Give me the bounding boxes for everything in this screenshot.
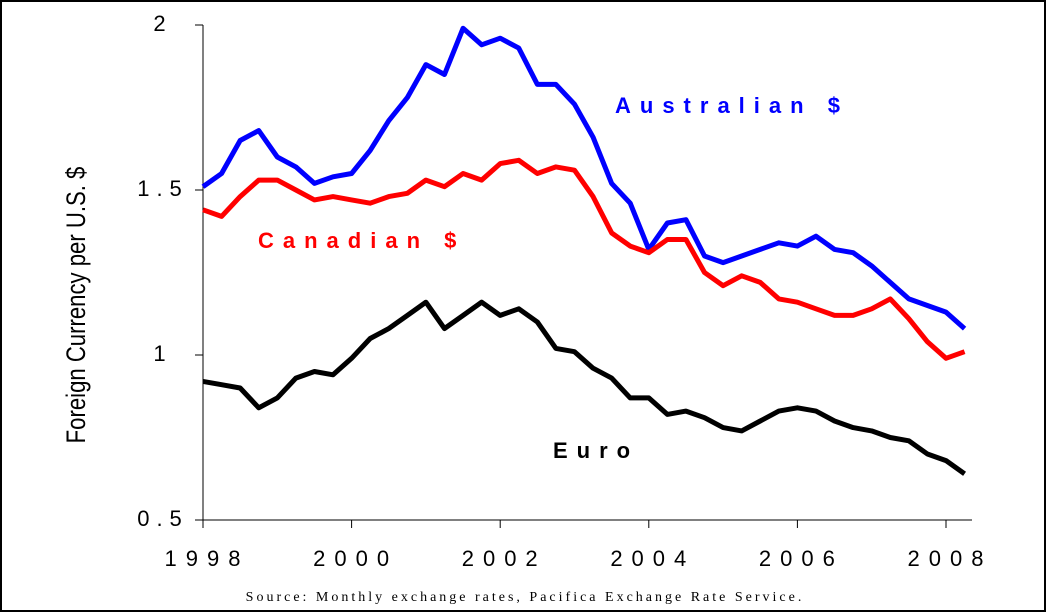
series-label: Australian $ bbox=[615, 93, 849, 118]
y-tick-label: 1.5 bbox=[137, 176, 189, 201]
x-tick-label: 2002 bbox=[462, 546, 547, 571]
series-label: Canadian $ bbox=[258, 228, 465, 253]
y-axis-label: Foreign Currency per U.S. $ bbox=[62, 166, 92, 443]
x-tick-label: 2008 bbox=[908, 546, 993, 571]
series-line bbox=[202, 157, 966, 361]
series-line bbox=[202, 299, 967, 476]
x-tick-label: 2000 bbox=[313, 546, 398, 571]
series-line bbox=[201, 25, 967, 331]
y-tick-label: 0.5 bbox=[137, 506, 189, 531]
source: Source: Monthly exchange rates, Pacifica… bbox=[246, 590, 805, 605]
y-tick-label: 2 bbox=[153, 11, 172, 36]
series-label: Euro bbox=[553, 438, 639, 463]
y-tick-label: 1 bbox=[153, 341, 172, 366]
x-tick-label: 2006 bbox=[759, 546, 844, 571]
x-tick-label: 1998 bbox=[165, 546, 250, 571]
x-tick-label: 2004 bbox=[610, 546, 695, 571]
